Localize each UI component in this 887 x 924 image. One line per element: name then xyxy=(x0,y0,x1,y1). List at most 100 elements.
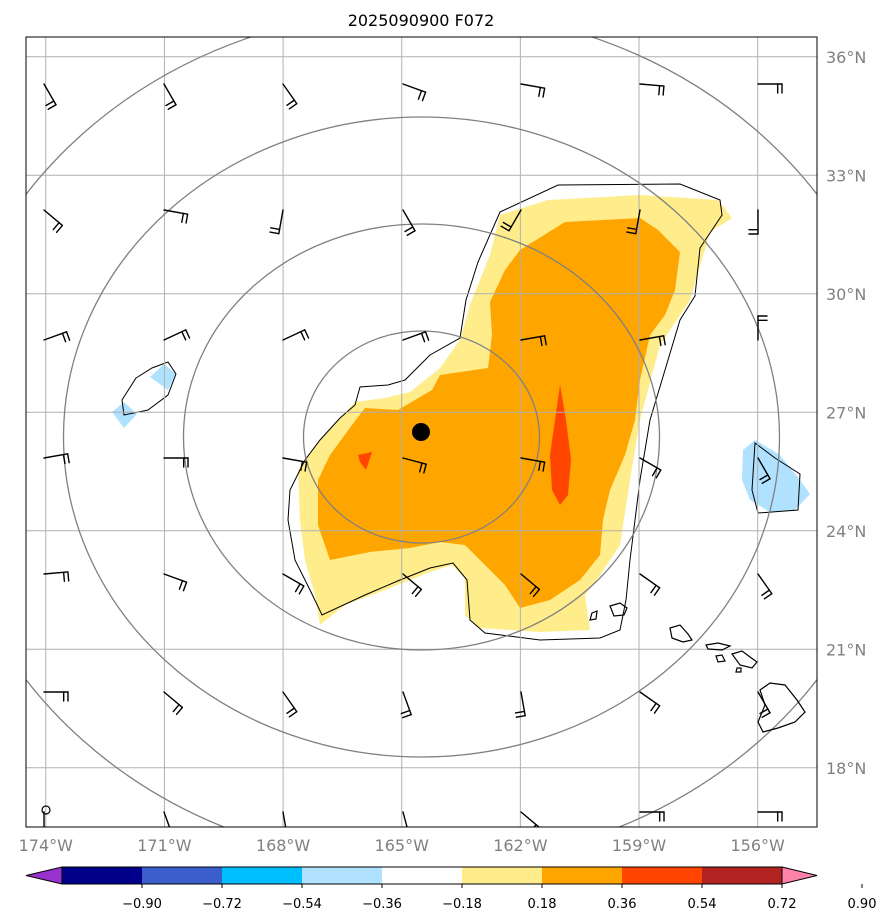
colorbar-segment xyxy=(702,867,782,884)
island-kauai xyxy=(609,602,628,617)
island-oahu xyxy=(669,624,693,643)
longitude-tick-labels: 174°W 171°W 168°W 165°W 162°W 159°W 156°W xyxy=(19,836,785,855)
lon-label: 156°W xyxy=(730,836,785,855)
wind-barb xyxy=(520,457,546,472)
wind-barb xyxy=(520,335,547,347)
island-small-west xyxy=(41,805,51,815)
colorbar-segment xyxy=(462,867,542,884)
wind-barb xyxy=(402,457,427,474)
wind-barbs xyxy=(43,83,783,827)
colorbar-tick-label: 0.36 xyxy=(608,897,637,912)
colorbar-segment xyxy=(382,867,462,884)
colorbar-segment xyxy=(62,867,142,884)
wind-barb xyxy=(520,83,546,98)
colorbar-segment xyxy=(542,867,622,884)
wind-barb xyxy=(402,331,430,343)
range-ring-1 xyxy=(302,330,541,544)
latitude-tick-labels: 36°N 33°N 30°N 27°N 24°N 21°N 18°N xyxy=(826,48,866,778)
wind-barb xyxy=(163,83,177,110)
wind-barb xyxy=(520,573,541,598)
wind-barb xyxy=(282,329,310,341)
island-lanai xyxy=(715,654,726,663)
island-hawaii xyxy=(757,682,806,733)
wind-barb xyxy=(43,811,45,827)
lat-label: 18°N xyxy=(826,759,866,778)
fill-orange-main xyxy=(318,218,680,608)
colorbar-segment xyxy=(302,867,382,884)
island-kahoolawe xyxy=(735,667,742,673)
colorbar-tick-label: 0.72 xyxy=(768,897,797,912)
map-title: 2025090900 F072 xyxy=(348,11,495,30)
island-niihau xyxy=(589,610,598,621)
contour-west xyxy=(121,361,177,416)
wind-barb xyxy=(500,209,522,232)
wind-barb xyxy=(757,811,783,822)
colorbar-tick-label: −0.72 xyxy=(202,897,242,912)
lat-label: 21°N xyxy=(826,640,866,659)
colorbar-tick-label: −0.54 xyxy=(282,897,322,912)
wind-barb xyxy=(639,573,661,596)
colorbar-tick-label: 0.54 xyxy=(688,897,717,912)
wind-barb xyxy=(757,83,783,94)
wind-barb xyxy=(639,83,665,96)
range-rings xyxy=(26,37,817,827)
colorbar-outline xyxy=(61,866,783,885)
wind-barb xyxy=(282,811,287,827)
wind-barb xyxy=(639,335,666,347)
colorbar-extend-low xyxy=(25,866,63,885)
lat-label: 30°N xyxy=(826,285,866,304)
map-panel xyxy=(26,37,817,827)
wind-barb xyxy=(757,315,768,341)
lat-label: 24°N xyxy=(826,522,866,541)
island-maui xyxy=(731,650,758,669)
wind-barb xyxy=(402,209,416,236)
wind-barb xyxy=(43,209,64,234)
lon-label: 174°W xyxy=(19,836,74,855)
colorbar-tick-label: −0.18 xyxy=(442,897,482,912)
wind-barb xyxy=(282,457,308,472)
lat-label: 33°N xyxy=(826,166,866,185)
contour-east xyxy=(751,442,801,514)
colorbar: −0.90 −0.72 −0.54 −0.36 −0.18 0.18 0.36 0.54 0.7… xyxy=(25,866,876,912)
lon-label: 171°W xyxy=(137,836,192,855)
lon-label: 165°W xyxy=(375,836,430,855)
wind-barb xyxy=(757,457,771,484)
graticule xyxy=(26,37,817,827)
lon-label: 168°W xyxy=(256,836,311,855)
wind-barb xyxy=(43,453,70,465)
wind-barb xyxy=(163,209,189,224)
contour-lines xyxy=(121,183,801,641)
colorbar-tick-label: −0.90 xyxy=(122,897,162,912)
wind-barb xyxy=(163,457,189,468)
wind-barb xyxy=(402,573,423,598)
wind-barb xyxy=(43,331,71,343)
wind-barb xyxy=(520,811,540,827)
wind-barb xyxy=(400,691,412,719)
wind-barb xyxy=(282,83,298,110)
wind-barb xyxy=(282,691,298,718)
colorbar-tick-label: −0.36 xyxy=(362,897,402,912)
colorbar-extend-high xyxy=(781,866,818,885)
fill-light-blue-west-a xyxy=(150,364,176,390)
wind-barb xyxy=(43,83,57,110)
wind-barb xyxy=(639,691,661,714)
wind-barb xyxy=(639,457,662,479)
contour-main xyxy=(287,183,723,641)
wind-barb xyxy=(757,691,771,718)
wind-barb xyxy=(402,83,427,102)
island-molokai xyxy=(705,642,732,651)
range-ring-3 xyxy=(62,116,781,758)
anomaly-fills xyxy=(112,195,810,632)
wind-barb xyxy=(626,209,641,235)
fill-red-streak xyxy=(550,385,571,505)
colorbar-tick-label: 0.18 xyxy=(528,897,557,912)
lon-label: 162°W xyxy=(493,836,548,855)
fill-red-spot xyxy=(358,452,372,470)
coastlines xyxy=(41,602,806,815)
colorbar-segment xyxy=(622,867,702,884)
wind-barb xyxy=(757,573,773,600)
storm-center-marker xyxy=(412,423,430,441)
fill-light-blue-east xyxy=(742,440,810,512)
wind-barb xyxy=(43,571,70,582)
